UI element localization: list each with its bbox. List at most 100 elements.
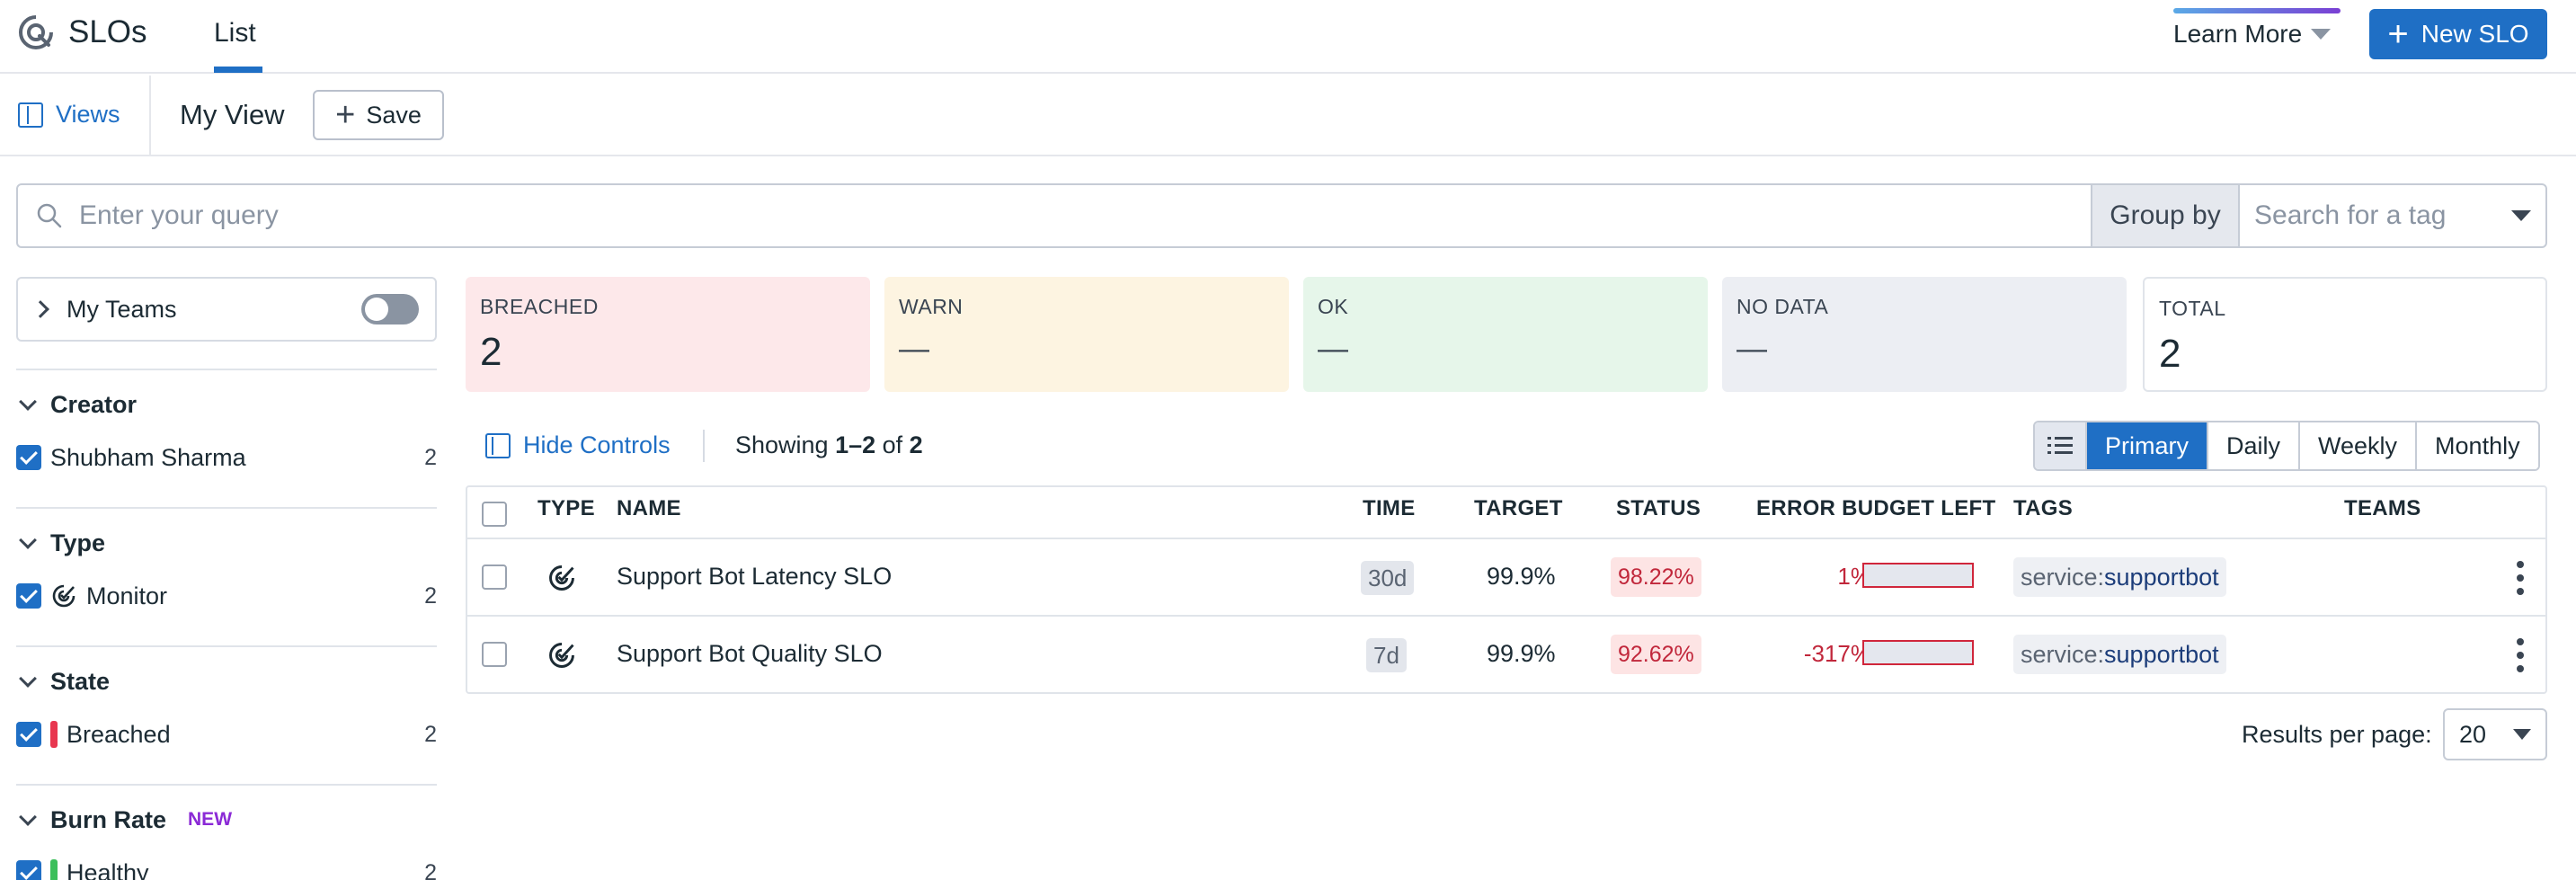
table-row[interactable]: Support Bot Latency SLO 30d 99.9% 98.22%… bbox=[467, 539, 2545, 617]
summary-card-no-data[interactable]: NO DATA — bbox=[1722, 277, 2127, 392]
card-value: 2 bbox=[480, 330, 502, 374]
checkbox-checked[interactable] bbox=[16, 860, 41, 880]
showing-range: 1–2 bbox=[835, 431, 876, 458]
tag-pill[interactable]: service: supportbot bbox=[2013, 635, 2226, 674]
tag-pill[interactable]: service: supportbot bbox=[2013, 557, 2226, 597]
time-window-badge: 30d bbox=[1361, 561, 1415, 595]
row-actions-kebab-icon[interactable] bbox=[2517, 561, 2524, 595]
search-query-input[interactable] bbox=[79, 200, 2056, 231]
checkbox-checked[interactable] bbox=[16, 722, 41, 747]
chevron-down-icon bbox=[19, 670, 37, 688]
results-per-page-value: 20 bbox=[2459, 720, 2487, 748]
tag-key: service: bbox=[2021, 563, 2105, 591]
error-budget-bar bbox=[1862, 563, 1974, 588]
facet-sidebar: My Teams Creator Shubham Sharma 2 Type M… bbox=[16, 277, 437, 880]
facet-title: State bbox=[50, 667, 111, 695]
facet-header[interactable]: State bbox=[16, 663, 437, 699]
results-count: Showing 1–2 of 2 bbox=[735, 431, 923, 459]
column-header-time[interactable]: TIME bbox=[1363, 496, 1416, 520]
view-mode-tabs: Primary Daily Weekly Monthly bbox=[2033, 421, 2540, 471]
group-by-label: Group by bbox=[2091, 185, 2240, 246]
tab-monthly[interactable]: Monthly bbox=[2417, 422, 2538, 469]
views-label: Views bbox=[56, 101, 120, 128]
column-header-type[interactable]: TYPE bbox=[537, 496, 595, 520]
column-header-error-budget[interactable]: ERROR BUDGET LEFT bbox=[1756, 496, 1996, 520]
tag-select-placeholder: Search for a tag bbox=[2254, 200, 2447, 230]
facet-creator: Creator Shubham Sharma 2 bbox=[16, 369, 437, 480]
select-all-checkbox[interactable] bbox=[482, 502, 507, 527]
target-value: 99.9% bbox=[1487, 563, 1556, 590]
plus-icon: + bbox=[2387, 14, 2409, 54]
facet-item-healthy[interactable]: Healthy 2 bbox=[16, 850, 437, 880]
tab-primary[interactable]: Primary bbox=[2087, 422, 2208, 469]
learn-more-dropdown[interactable]: Learn More bbox=[2173, 7, 2341, 61]
list-view-toggle[interactable] bbox=[2035, 422, 2087, 469]
status-badge: 92.62% bbox=[1611, 635, 1701, 674]
tag-key: service: bbox=[2021, 640, 2105, 668]
breached-status-indicator bbox=[50, 721, 58, 748]
card-label: TOTAL bbox=[2159, 297, 2226, 320]
error-budget-value: -317% bbox=[1803, 640, 1871, 667]
facet-title: Burn Rate bbox=[50, 805, 167, 833]
facet-item-monitor[interactable]: Monitor 2 bbox=[16, 573, 437, 618]
column-header-target[interactable]: TARGET bbox=[1474, 496, 1563, 520]
table-row[interactable]: Support Bot Quality SLO 7d 99.9% 92.62% … bbox=[467, 617, 2545, 694]
plus-icon: + bbox=[335, 96, 356, 134]
slo-name[interactable]: Support Bot Latency SLO bbox=[617, 563, 893, 590]
save-view-button[interactable]: + Save bbox=[313, 90, 444, 140]
summary-card-total: TOTAL 2 bbox=[2143, 277, 2547, 392]
facet-header[interactable]: Burn Rate NEW bbox=[16, 802, 437, 838]
tab-weekly[interactable]: Weekly bbox=[2300, 422, 2418, 469]
my-teams-panel[interactable]: My Teams bbox=[16, 277, 437, 342]
column-header-status[interactable]: STATUS bbox=[1616, 496, 1701, 520]
row-checkbox[interactable] bbox=[482, 564, 507, 590]
facet-item-label: Healthy bbox=[67, 858, 149, 880]
hide-controls-button[interactable]: Hide Controls bbox=[485, 431, 671, 459]
sidebar-panel-icon bbox=[18, 102, 43, 128]
showing-mid: of bbox=[875, 431, 910, 458]
row-checkbox[interactable] bbox=[482, 642, 507, 667]
facet-state: State Breached 2 bbox=[16, 645, 437, 757]
save-label: Save bbox=[366, 101, 422, 129]
row-actions-kebab-icon[interactable] bbox=[2517, 638, 2524, 672]
hide-controls-label: Hide Controls bbox=[523, 431, 671, 458]
new-badge: NEW bbox=[188, 809, 233, 830]
learn-more-label: Learn More bbox=[2173, 20, 2303, 48]
showing-total: 2 bbox=[909, 431, 923, 458]
tab-list[interactable]: List bbox=[214, 18, 256, 48]
views-button[interactable]: Views bbox=[18, 101, 120, 129]
tab-daily[interactable]: Daily bbox=[2208, 422, 2301, 469]
facet-header[interactable]: Creator bbox=[16, 387, 437, 422]
time-window-badge: 7d bbox=[1366, 638, 1407, 672]
facet-item-breached[interactable]: Breached 2 bbox=[16, 712, 437, 757]
group-by-tag-select[interactable]: Search for a tag bbox=[2240, 185, 2545, 246]
column-header-name[interactable]: NAME bbox=[617, 496, 681, 520]
facet-title: Type bbox=[50, 529, 106, 556]
search-icon bbox=[37, 203, 62, 228]
facet-type: Type Monitor 2 bbox=[16, 507, 437, 618]
results-per-page-label: Results per page: bbox=[2242, 721, 2432, 748]
status-badge: 98.22% bbox=[1611, 557, 1701, 597]
new-slo-button[interactable]: + New SLO bbox=[2369, 9, 2547, 59]
monitor-slo-icon bbox=[549, 565, 574, 591]
summary-card-breached[interactable]: BREACHED 2 bbox=[466, 277, 870, 392]
card-value: — bbox=[1737, 332, 1767, 366]
column-header-teams[interactable]: TEAMS bbox=[2344, 496, 2421, 520]
facet-item-shubham-sharma[interactable]: Shubham Sharma 2 bbox=[16, 435, 437, 480]
summary-card-warn[interactable]: WARN — bbox=[884, 277, 1289, 392]
facet-header[interactable]: Type bbox=[16, 525, 437, 561]
card-value: — bbox=[1318, 332, 1348, 366]
list-icon bbox=[2047, 437, 2073, 454]
checkbox-checked[interactable] bbox=[16, 583, 41, 609]
query-input-wrapper bbox=[18, 185, 2091, 246]
brand: SLOs bbox=[16, 13, 147, 52]
results-per-page-select[interactable]: 20 bbox=[2443, 708, 2547, 760]
slo-name[interactable]: Support Bot Quality SLO bbox=[617, 640, 883, 667]
my-teams-toggle[interactable] bbox=[361, 294, 419, 324]
card-label: NO DATA bbox=[1737, 295, 1829, 318]
facet-item-count: 2 bbox=[424, 444, 437, 470]
summary-card-ok[interactable]: OK — bbox=[1303, 277, 1708, 392]
checkbox-checked[interactable] bbox=[16, 445, 41, 470]
card-label: WARN bbox=[899, 295, 964, 318]
column-header-tags[interactable]: TAGS bbox=[2013, 496, 2074, 520]
